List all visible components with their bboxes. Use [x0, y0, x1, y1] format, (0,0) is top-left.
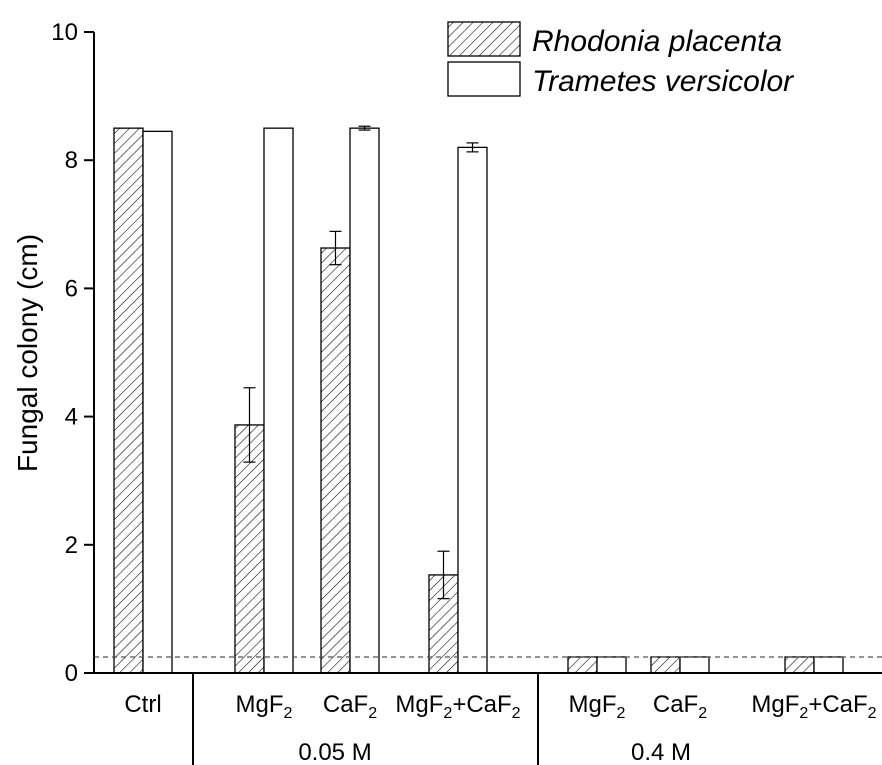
- y-tick-label: 4: [65, 404, 78, 431]
- legend-swatch-trametes: [447, 61, 521, 97]
- group-labels: 0.05 M 0.4 M: [192, 673, 691, 765]
- bar-rhodonia: [784, 656, 815, 674]
- y-axis-label: Fungal colony (cm): [12, 234, 43, 472]
- group-label: 0.05 M: [298, 739, 371, 765]
- bar-trametes: [813, 656, 844, 674]
- category-label: MgF2: [569, 691, 626, 722]
- category-label: Ctrl: [124, 691, 161, 718]
- category-label: CaF2: [323, 691, 377, 722]
- legend-swatch-rhodonia: [447, 21, 521, 57]
- category-label: MgF2: [236, 691, 293, 722]
- bar-rhodonia: [567, 656, 598, 674]
- y-tick-label: 2: [65, 532, 78, 559]
- bar-rhodonia: [650, 656, 681, 674]
- bar-rhodonia: [320, 247, 351, 674]
- y-tick-label: 8: [65, 147, 78, 174]
- legend-label-rhodonia: Rhodonia placenta: [532, 25, 782, 58]
- category-label: MgF2+CaF2: [751, 691, 876, 722]
- y-tick-label: 10: [51, 19, 78, 46]
- bar-rhodonia: [113, 127, 144, 674]
- bar-trametes: [142, 130, 173, 674]
- y-tick-label: 0: [65, 660, 78, 687]
- y-axis-ticks: 0 2 4 6 8 10: [51, 19, 94, 687]
- bars: [113, 127, 844, 674]
- category-label: MgF2+CaF2: [395, 691, 520, 722]
- category-label: CaF2: [653, 691, 707, 722]
- bar-trametes: [457, 146, 488, 674]
- group-label: 0.4 M: [631, 739, 691, 765]
- y-tick-label: 6: [65, 275, 78, 302]
- legend: Rhodonia placenta Trametes versicolor: [447, 21, 794, 98]
- bar-trametes: [596, 656, 627, 674]
- legend-label-trametes: Trametes versicolor: [532, 65, 794, 98]
- bar-trametes: [349, 127, 380, 674]
- error-bars: [243, 125, 479, 600]
- bar-trametes: [679, 656, 710, 674]
- category-labels: Ctrl MgF2 CaF2 MgF2+CaF2 MgF2 CaF2 MgF2+CaF2: [124, 691, 876, 722]
- bar-trametes: [263, 127, 294, 674]
